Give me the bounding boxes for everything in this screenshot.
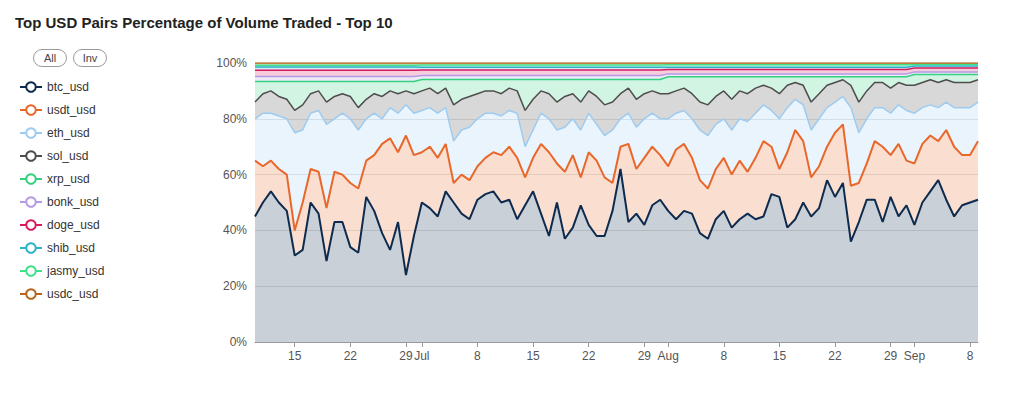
- svg-text:8: 8: [967, 349, 974, 363]
- svg-text:29: 29: [884, 349, 898, 363]
- svg-text:22: 22: [828, 349, 842, 363]
- svg-text:shib_usd: shib_usd: [47, 241, 95, 255]
- svg-text:eth_usd: eth_usd: [47, 126, 90, 140]
- svg-text:22: 22: [582, 349, 596, 363]
- svg-text:usdt_usd: usdt_usd: [47, 103, 96, 117]
- svg-text:jasmy_usd: jasmy_usd: [46, 264, 104, 278]
- svg-text:15: 15: [288, 349, 302, 363]
- svg-text:usdc_usd: usdc_usd: [47, 287, 98, 301]
- svg-text:8: 8: [474, 349, 481, 363]
- svg-text:22: 22: [344, 349, 358, 363]
- svg-text:Inv: Inv: [83, 52, 98, 64]
- svg-text:40%: 40%: [223, 223, 247, 237]
- svg-text:0%: 0%: [230, 335, 248, 349]
- svg-text:Aug: Aug: [657, 349, 678, 363]
- svg-text:All: All: [44, 52, 56, 64]
- svg-text:Top USD Pairs Percentage of Vo: Top USD Pairs Percentage of Volume Trade…: [15, 14, 393, 31]
- svg-text:Sep: Sep: [904, 349, 926, 363]
- svg-text:btc_usd: btc_usd: [47, 80, 89, 94]
- svg-text:sol_usd: sol_usd: [47, 149, 88, 163]
- svg-text:bonk_usd: bonk_usd: [47, 195, 99, 209]
- svg-text:80%: 80%: [223, 112, 247, 126]
- svg-text:15: 15: [526, 349, 540, 363]
- svg-text:15: 15: [773, 349, 787, 363]
- svg-text:xrp_usd: xrp_usd: [47, 172, 90, 186]
- svg-text:Jul: Jul: [414, 349, 429, 363]
- svg-text:20%: 20%: [223, 279, 247, 293]
- svg-text:29: 29: [399, 349, 413, 363]
- svg-text:60%: 60%: [223, 168, 247, 182]
- svg-text:doge_usd: doge_usd: [47, 218, 100, 232]
- svg-text:29: 29: [638, 349, 652, 363]
- svg-text:100%: 100%: [216, 56, 247, 70]
- svg-text:8: 8: [720, 349, 727, 363]
